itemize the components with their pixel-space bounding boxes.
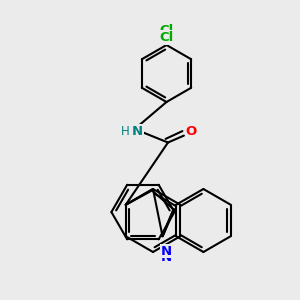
Text: O: O (185, 124, 196, 138)
Text: N: N (161, 251, 172, 264)
Text: N: N (161, 244, 172, 257)
Text: H: H (121, 125, 130, 139)
Text: N: N (132, 124, 143, 138)
Text: Cl: Cl (159, 25, 174, 38)
Text: H: H (121, 125, 130, 139)
Text: N: N (132, 124, 143, 138)
Text: Cl: Cl (159, 31, 174, 44)
Text: O: O (185, 124, 196, 138)
